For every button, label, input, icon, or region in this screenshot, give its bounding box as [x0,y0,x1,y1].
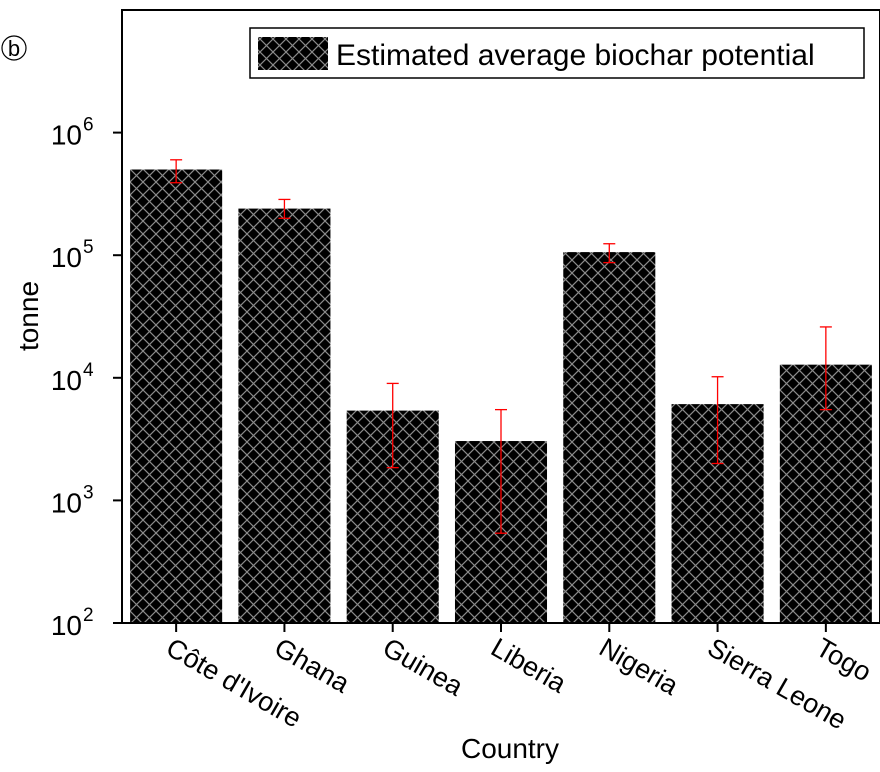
x-tick-label-togo: Togo [811,632,877,687]
y-tick-exponent: 4 [83,360,94,381]
legend-swatch [258,37,328,70]
panel-label-circle [1,35,27,61]
y-tick-exponent: 5 [83,237,94,258]
error-bar-liberia [495,408,507,534]
x-tick-label-liberia: Liberia [486,632,572,699]
legend-box [249,27,865,79]
y-tick-exponent: 2 [83,605,94,626]
y-tick-label-10e3: 10 [51,487,82,518]
y-tick-exponent: 3 [83,482,94,503]
x-tick-label-guinea: Guinea [378,632,469,702]
legend: Estimated average biochar potential [249,27,865,79]
bars-layer [130,169,872,623]
bar-cote-d-ivoire [130,169,223,623]
y-tick-exponent: 6 [83,115,94,136]
error-bar-sierra-leone [711,376,724,465]
y-tick-label-10e5: 10 [51,242,82,273]
error-bar-cote-d-ivoire [170,159,183,184]
y-tick-label-10e4: 10 [51,365,82,396]
x-tick-label-ghana: Ghana [269,632,355,699]
panel-label: b [1,35,27,61]
error-bar-nigeria [603,243,616,264]
error-bar-togo [819,326,832,411]
error-bars-layer [170,159,832,534]
error-bar-ghana [278,198,291,219]
error-bar-guinea [386,382,399,469]
bar-ghana [238,208,331,623]
y-axis-title: tonne [13,281,44,351]
y-tick-label-10e6: 10 [51,120,82,151]
legend-label: Estimated average biochar potential [336,39,815,72]
bar-nigeria [563,252,656,623]
x-tick-label-nigeria: Nigeria [594,632,684,701]
x-axis-title: Country [461,733,559,764]
panel-label-text: b [8,36,20,61]
y-tick-label-10e2: 10 [51,610,82,641]
